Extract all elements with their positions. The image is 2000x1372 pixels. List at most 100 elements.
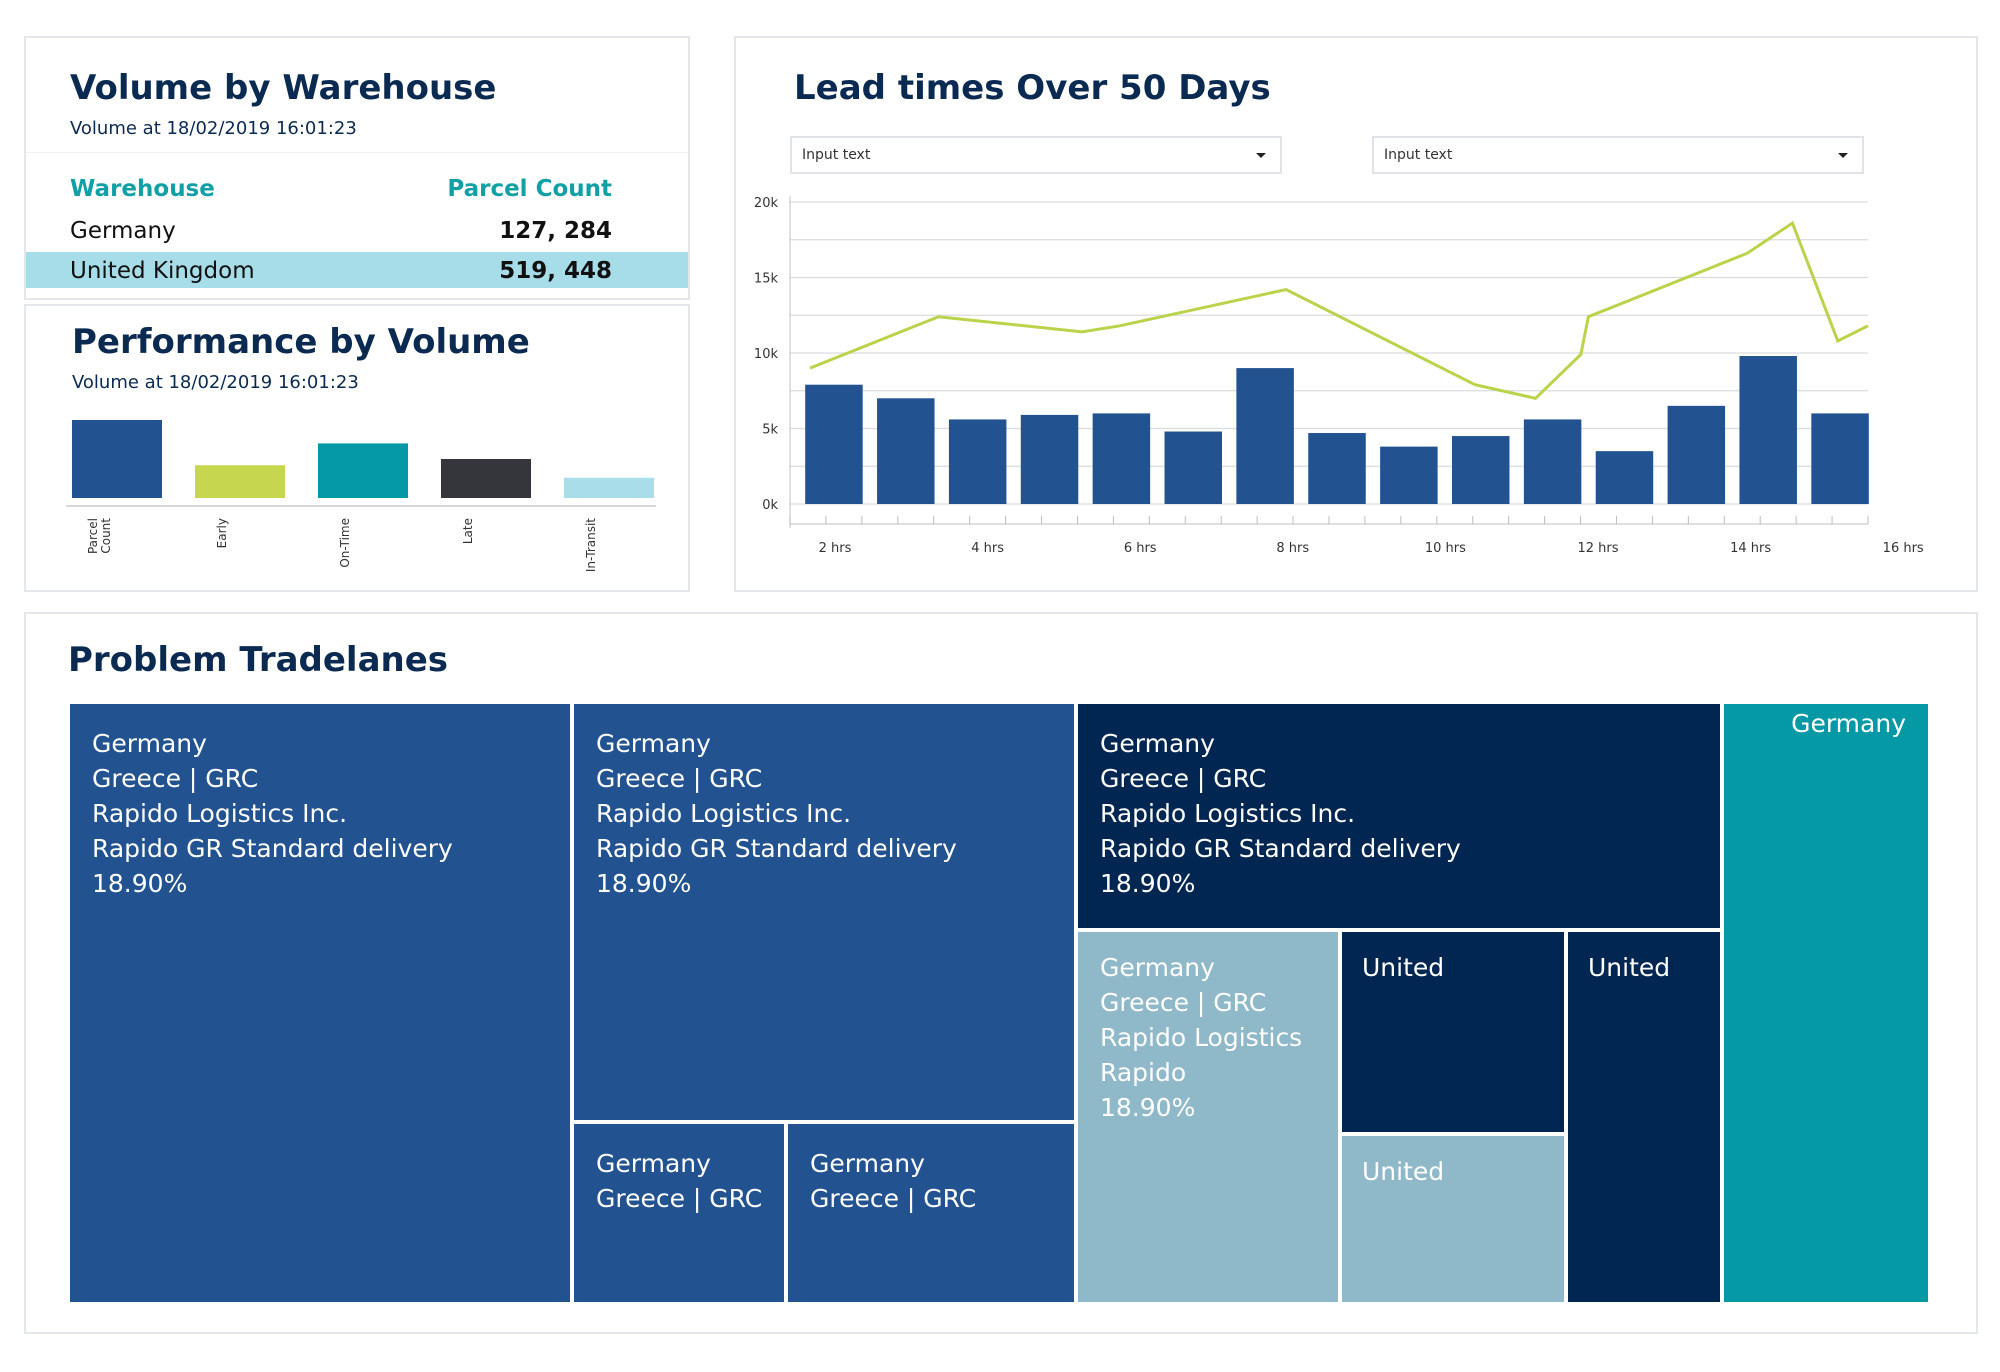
y-tick-label: 0k xyxy=(762,498,778,513)
tile-line: Rapido GR Standard delivery xyxy=(1100,834,1461,863)
lead-time-bar[interactable] xyxy=(1092,413,1151,504)
x-tick-label: 12 hrs xyxy=(1577,541,1618,556)
lead-time-bar[interactable] xyxy=(1164,431,1223,504)
lead-time-bar[interactable] xyxy=(1451,436,1510,504)
tile-label: Germany Greece | GRC Rapido Logistics Inc.… xyxy=(1100,726,1461,901)
panel-title: Lead times Over 50 Days xyxy=(794,68,1271,108)
lead-time-bar[interactable] xyxy=(1020,414,1079,504)
tile-line: 18.90% xyxy=(596,869,692,898)
lead-time-bar[interactable] xyxy=(1523,419,1582,504)
tile-line: 18.90% xyxy=(1100,1093,1196,1122)
category-label: In-Transit xyxy=(584,518,598,572)
tile-line: Germany xyxy=(810,1149,925,1178)
x-tick-label: 14 hrs xyxy=(1730,541,1771,556)
tile-line: Greece | GRC xyxy=(596,764,763,793)
tile-line: Germany xyxy=(1791,709,1906,738)
tile-line: Greece | GRC xyxy=(596,1184,763,1213)
table-row[interactable]: United Kingdom 519, 448 xyxy=(26,252,688,288)
tile-line: Rapido GR Standard delivery xyxy=(92,834,453,863)
panel-title: Volume by Warehouse xyxy=(70,68,497,108)
tile-line: Rapido Logistics Inc. xyxy=(1100,799,1356,828)
y-tick-label: 20k xyxy=(754,196,779,211)
treemap-tile[interactable]: Germany Greece | GRC xyxy=(786,1122,1076,1304)
treemap-tile[interactable]: Germany Greece | GRC Rapido Logistics Inc.… xyxy=(68,702,572,1304)
lead-times-panel: Lead times Over 50 Days Input text Input… xyxy=(734,36,1978,592)
chevron-down-icon xyxy=(1838,153,1848,158)
lead-time-bar[interactable] xyxy=(1236,368,1294,504)
treemap-tile[interactable]: Germany Greece | GRC Rapido Logistics Inc.… xyxy=(572,702,1076,1122)
tile-line: Rapido Logistics Inc. xyxy=(596,799,852,828)
lead-times-chart: 0k 5k 10k 15k 20k 2 hrs 4 hrs 6 hrs 8 hrs 10 hrs 1… xyxy=(754,196,1924,556)
tile-label: United xyxy=(1588,950,1670,985)
tile-line: United xyxy=(1362,1157,1445,1186)
bar[interactable] xyxy=(318,443,408,498)
tile-line: Germany xyxy=(596,729,711,758)
lead-time-line[interactable] xyxy=(809,220,1869,400)
filter-select-2[interactable]: Input text xyxy=(1372,136,1864,174)
tile-line: 18.90% xyxy=(92,869,188,898)
treemap-tile[interactable]: United xyxy=(1340,1134,1566,1304)
lead-time-bar[interactable] xyxy=(805,384,863,504)
tile-line: Germany xyxy=(1100,953,1215,982)
lead-time-bar[interactable] xyxy=(1380,446,1438,504)
tile-label: Germany Greece | GRC Rapido Logistics Inc.… xyxy=(596,726,957,901)
tile-line: United xyxy=(1362,953,1445,982)
lead-time-bar[interactable] xyxy=(877,398,935,504)
y-tick-label: 15k xyxy=(754,272,779,287)
problem-tradelanes-panel: Problem Tradelanes Germany Greece | GRC Ra… xyxy=(24,612,1978,1334)
column-header-warehouse: Warehouse xyxy=(70,176,215,202)
x-tick-label: 2 hrs xyxy=(819,541,852,556)
tile-line: Germany xyxy=(92,729,207,758)
tile-line: Rapido xyxy=(1100,1058,1187,1087)
tile-line: United xyxy=(1588,953,1671,982)
treemap-tile[interactable]: Germany Greece | GRC xyxy=(572,1122,786,1304)
treemap-tile[interactable]: United xyxy=(1566,930,1722,1304)
bar[interactable] xyxy=(564,477,654,498)
lead-time-bar[interactable] xyxy=(1595,451,1654,504)
tile-label: United xyxy=(1362,950,1444,985)
select-value: Input text xyxy=(802,147,871,163)
treemap-tile[interactable]: Germany Greece | GRC Rapido Logistics Rapid… xyxy=(1076,930,1340,1304)
tile-label: Germany Greece | GRC Rapido Logistics Inc.… xyxy=(92,726,453,901)
tile-line: Greece | GRC xyxy=(1100,764,1267,793)
bar[interactable] xyxy=(441,459,531,498)
tile-line: Rapido GR Standard delivery xyxy=(596,834,957,863)
tile-line: Rapido Logistics Inc. xyxy=(92,799,348,828)
lead-time-bar[interactable] xyxy=(1667,405,1726,504)
category-label: ParcelCount xyxy=(86,518,113,554)
row-warehouse: United Kingdom xyxy=(70,258,255,284)
performance-by-volume-panel: Performance by Volume Volume at 18/02/20… xyxy=(24,304,690,592)
lead-time-bar[interactable] xyxy=(1308,433,1366,504)
divider xyxy=(26,152,688,153)
lead-time-bar[interactable] xyxy=(1811,413,1869,504)
tile-label: Germany xyxy=(1791,706,1906,741)
lead-time-bar[interactable] xyxy=(948,419,1007,504)
x-tick-label: 4 hrs xyxy=(971,541,1004,556)
row-parcel-count: 127, 284 xyxy=(499,218,612,244)
select-value: Input text xyxy=(1384,147,1453,163)
bar[interactable] xyxy=(72,420,162,498)
panel-title: Problem Tradelanes xyxy=(68,640,449,680)
tile-label: Germany Greece | GRC Rapido Logistics Rapid… xyxy=(1100,950,1302,1125)
x-tick-label: 10 hrs xyxy=(1425,541,1466,556)
table-row[interactable]: Germany 127, 284 xyxy=(26,210,688,250)
lead-time-bar[interactable] xyxy=(1739,356,1797,504)
tile-line: 18.90% xyxy=(1100,869,1196,898)
treemap-tile[interactable]: Germany Greece | GRC Rapido Logistics Inc.… xyxy=(1076,702,1722,930)
tile-line: Germany xyxy=(1100,729,1215,758)
category-label: On-Time xyxy=(338,518,352,568)
tile-label: United xyxy=(1362,1154,1444,1189)
bar[interactable] xyxy=(195,465,285,498)
category-label: Late xyxy=(461,518,475,544)
tile-label: Germany Greece | GRC xyxy=(810,1146,976,1216)
x-tick-label: 8 hrs xyxy=(1276,541,1309,556)
treemap-tile[interactable]: United xyxy=(1340,930,1566,1134)
treemap-tile[interactable]: Germany xyxy=(1722,702,1930,1304)
x-tick-label: 16 hrs xyxy=(1883,541,1924,556)
column-header-parcel-count: Parcel Count xyxy=(447,176,612,202)
table-header: Warehouse Parcel Count xyxy=(26,168,688,208)
performance-bar-chart: ParcelCount Early On-Time Late In-Transit xyxy=(66,420,656,572)
tile-line: Greece | GRC xyxy=(1100,988,1267,1017)
volume-by-warehouse-panel: Volume by Warehouse Volume at 18/02/2019… xyxy=(24,36,690,300)
filter-select-1[interactable]: Input text xyxy=(790,136,1282,174)
